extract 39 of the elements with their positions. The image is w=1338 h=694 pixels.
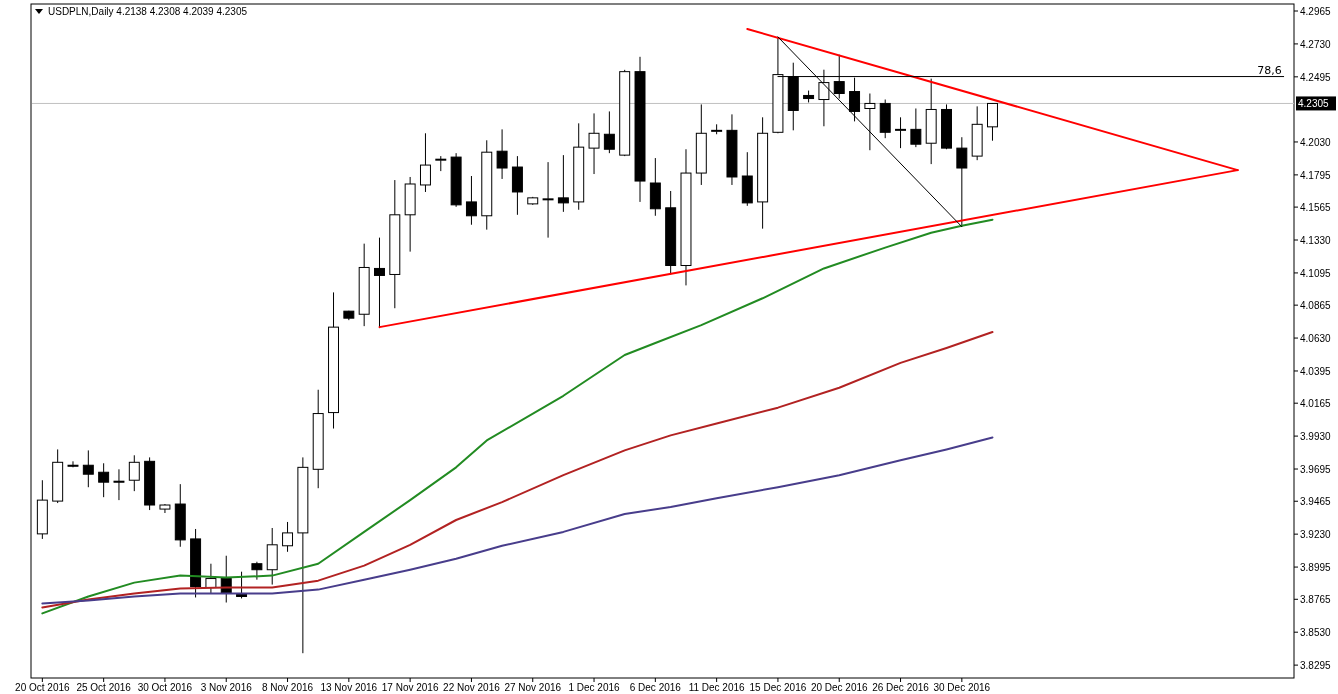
y-tick-label: 4.2495 <box>1300 71 1332 83</box>
x-tick-label: 30 Dec 2016 <box>933 682 991 693</box>
y-tick-label: 4.1330 <box>1300 235 1332 247</box>
x-tick-label: 15 Dec 2016 <box>749 682 807 693</box>
y-tick-label: 3.9465 <box>1300 496 1332 508</box>
y-tick-label: 4.2965 <box>1300 6 1332 17</box>
y-tick-label: 4.1095 <box>1300 267 1332 279</box>
legend-label: 78,6 <box>1257 63 1282 77</box>
x-tick-label: 27 Nov 2016 <box>504 682 562 693</box>
x-tick-label: 8 Nov 2016 <box>261 682 314 693</box>
y-tick-label: 4.2030 <box>1300 136 1332 148</box>
x-tick-label: 25 Oct 2016 <box>76 682 132 693</box>
y-tick-label: 3.8295 <box>1300 660 1332 672</box>
y-tick-label: 4.2730 <box>1300 38 1332 50</box>
x-tick-label: 30 Oct 2016 <box>137 682 193 693</box>
x-tick-label: 6 Dec 2016 <box>629 682 682 693</box>
ref-line-label: 4.2305 <box>1298 98 1330 110</box>
y-tick-label: 3.8530 <box>1300 627 1332 639</box>
x-tick-label: 26 Dec 2016 <box>872 682 930 693</box>
y-tick-label: 3.9230 <box>1300 529 1332 541</box>
y-tick-label: 3.8765 <box>1300 594 1332 606</box>
y-tick-label: 4.0630 <box>1300 333 1332 345</box>
x-tick-label: 1 Dec 2016 <box>568 682 621 693</box>
x-tick-label: 17 Nov 2016 <box>381 682 439 693</box>
y-tick-label: 4.1795 <box>1300 169 1332 181</box>
x-tick-label: 20 Oct 2016 <box>15 682 71 693</box>
x-tick-label: 20 Dec 2016 <box>810 682 869 693</box>
y-tick-label: 4.0165 <box>1300 398 1332 410</box>
x-tick-label: 22 Nov 2016 <box>443 682 501 693</box>
y-tick-label: 4.1565 <box>1300 202 1332 214</box>
x-tick-label: 3 Nov 2016 <box>200 682 253 693</box>
x-tick-label: 11 Dec 2016 <box>688 682 746 693</box>
y-tick-label: 4.0395 <box>1300 365 1332 377</box>
y-tick-label: 3.9695 <box>1300 464 1332 476</box>
x-tick-label: 13 Nov 2016 <box>320 682 378 693</box>
chart-title: USDPLN,Daily 4.2138 4.2308 4.2039 4.2305 <box>48 6 248 17</box>
y-tick-label: 4.0865 <box>1300 300 1332 312</box>
y-tick-label: 3.9930 <box>1300 431 1332 443</box>
y-tick-label: 3.8995 <box>1300 562 1332 574</box>
